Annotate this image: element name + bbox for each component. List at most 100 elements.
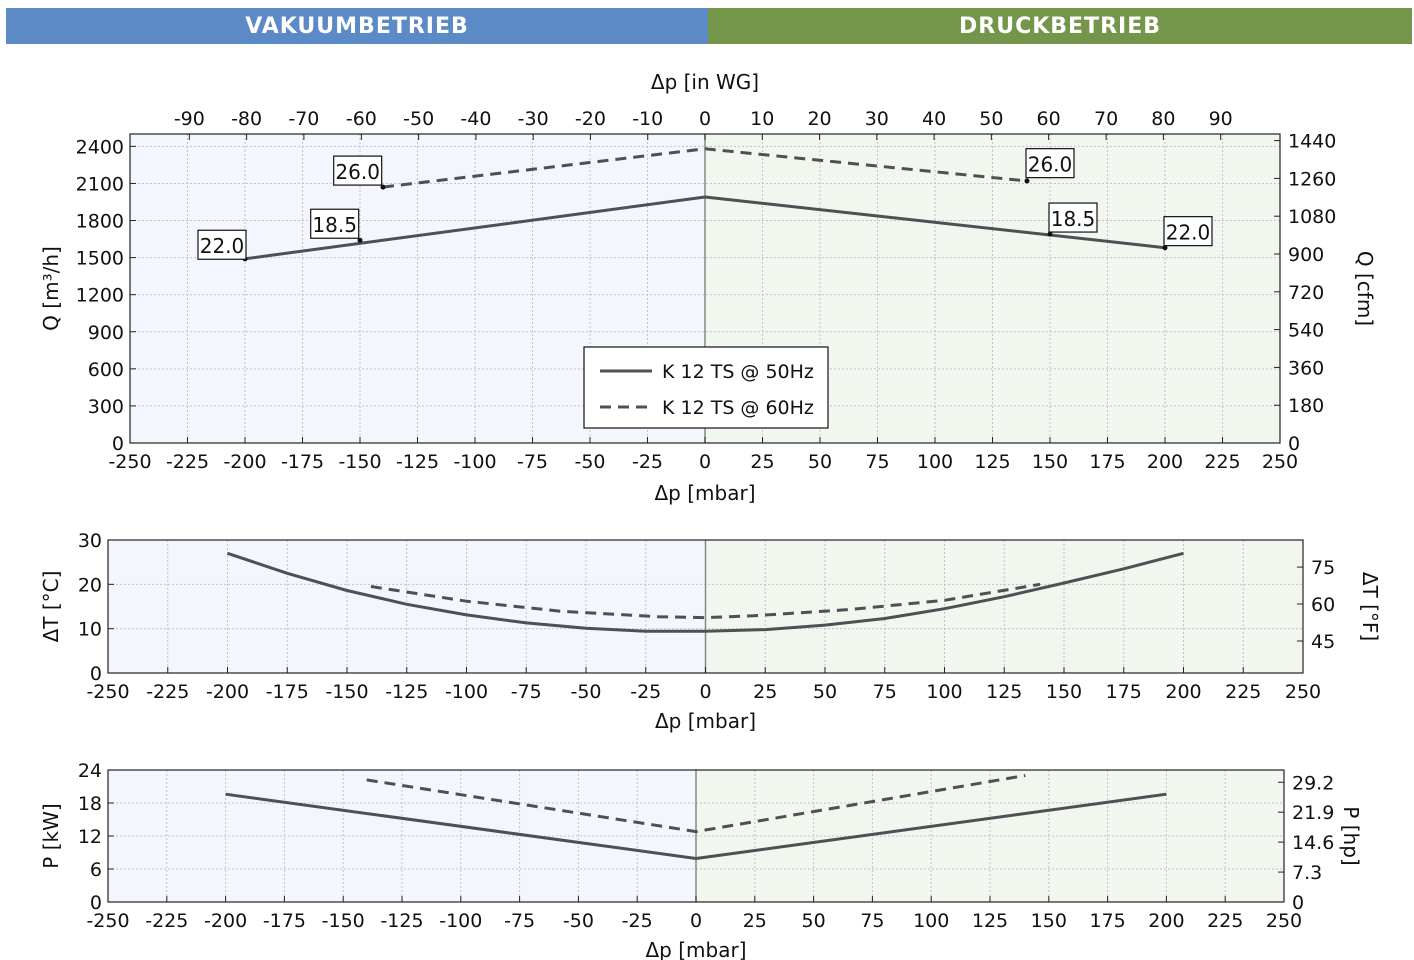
y-tick-label: 600 xyxy=(88,359,124,381)
y-right-tick-label: 1440 xyxy=(1288,131,1336,153)
x-tick-label: -175 xyxy=(266,681,309,703)
x-top-tick-label: 50 xyxy=(979,108,1003,130)
x-tick-label: 175 xyxy=(1089,910,1125,932)
x-top-tick-label: -40 xyxy=(460,108,491,130)
x-top-tick-label: -90 xyxy=(174,108,205,130)
x-tick-label: -75 xyxy=(511,681,542,703)
x-axis-label: Δp [mbar] xyxy=(655,709,756,733)
x-tick-label: -175 xyxy=(263,910,306,932)
x-tick-label: -25 xyxy=(622,910,653,932)
x-top-axis-label: Δp [in WG] xyxy=(651,70,759,94)
y-tick-label: 0 xyxy=(112,433,124,455)
flow-chart: -250 -225 -200 -175 -150 -125 -100 -75 -50 -25 0 25… xyxy=(39,70,1377,505)
x-top-tick-label: 80 xyxy=(1151,108,1175,130)
series-50hz-line xyxy=(227,551,1184,633)
x-tick-label: -50 xyxy=(563,910,594,932)
x-tick-label: 75 xyxy=(865,451,889,473)
x-tick-label: -100 xyxy=(453,451,496,473)
y-right-tick-label: 7.3 xyxy=(1292,862,1322,884)
x-tick-label: 175 xyxy=(1089,451,1125,473)
x-tick-label: 150 xyxy=(1032,451,1068,473)
x-tick-label: 150 xyxy=(1046,681,1082,703)
x-tick-label: 125 xyxy=(974,451,1010,473)
x-top-tick-label: 30 xyxy=(865,108,889,130)
x-tick-label: 25 xyxy=(743,910,767,932)
y-right-tick-label: 75 xyxy=(1311,557,1335,579)
x-tick-label: -125 xyxy=(385,681,428,703)
x-tick-label: -175 xyxy=(281,451,324,473)
x-tick-label: 225 xyxy=(1204,451,1240,473)
y-tick-label: 18 xyxy=(78,793,102,815)
y-right-axis-label: P [hp] xyxy=(1339,806,1363,865)
y-tick-label: 20 xyxy=(78,574,102,596)
x-top-tick-label: 0 xyxy=(699,108,711,130)
x-tick-label: 100 xyxy=(913,910,949,932)
y-tick-label: 30 xyxy=(78,530,102,552)
x-tick-label: 250 xyxy=(1266,910,1302,932)
x-tick-label: -200 xyxy=(223,451,266,473)
y-tick-label: 1800 xyxy=(76,211,124,233)
x-tick-label: 200 xyxy=(1147,451,1183,473)
x-tick-label: -125 xyxy=(380,910,423,932)
x-top-tick-label: -30 xyxy=(518,108,549,130)
x-tick-label: 100 xyxy=(926,681,962,703)
annotation-label: 26.0 xyxy=(335,160,380,184)
y-tick-label: 12 xyxy=(78,826,102,848)
annotation-box xyxy=(333,155,383,186)
x-top-tick-label: -80 xyxy=(231,108,262,130)
y-tick-label: 300 xyxy=(88,396,124,418)
y-right-tick-label: 14.6 xyxy=(1292,832,1334,854)
x-top-tick-label: -60 xyxy=(346,108,377,130)
x-tick-label: -150 xyxy=(338,451,381,473)
x-tick-label: 175 xyxy=(1106,681,1142,703)
x-tick-label: -75 xyxy=(504,910,535,932)
x-tick-label: -250 xyxy=(108,451,151,473)
y-right-tick-label: 45 xyxy=(1311,631,1335,653)
x-tick-label: -50 xyxy=(570,681,601,703)
pressure-region xyxy=(705,540,1303,673)
x-tick-label: -50 xyxy=(574,451,605,473)
annotation-point xyxy=(1162,245,1168,251)
annotation-label: 22.0 xyxy=(200,234,245,258)
x-axis-label: Δp [mbar] xyxy=(655,481,756,505)
x-tick-label: 0 xyxy=(699,451,711,473)
y-tick-label: 10 xyxy=(78,619,102,641)
x-tick-label: 50 xyxy=(808,451,832,473)
y-right-tick-label: 0 xyxy=(1288,433,1300,455)
annotation-label: 18.5 xyxy=(1051,207,1096,231)
x-tick-label: -25 xyxy=(632,451,663,473)
x-tick-label: -75 xyxy=(517,451,548,473)
x-tick-label: 100 xyxy=(917,451,953,473)
y-right-tick-label: 1260 xyxy=(1288,168,1336,190)
x-tick-label: 0 xyxy=(690,910,702,932)
vacuum-region xyxy=(108,540,706,673)
x-top-tick-label: 70 xyxy=(1094,108,1118,130)
x-tick-label: -200 xyxy=(204,910,247,932)
annotation-label: 18.5 xyxy=(312,213,357,237)
x-tick-label: 200 xyxy=(1165,681,1201,703)
series-50hz-line xyxy=(225,792,1167,860)
y-axis-label: Q [m³/h] xyxy=(39,246,63,331)
x-tick-label: 75 xyxy=(873,681,897,703)
x-top-tick-label: -20 xyxy=(575,108,606,130)
x-tick-label: 50 xyxy=(802,910,826,932)
x-tick-label: 25 xyxy=(750,451,774,473)
y-axis-label: P [kW] xyxy=(39,803,63,868)
x-tick-label: -225 xyxy=(166,451,209,473)
x-tick-label: 125 xyxy=(986,681,1022,703)
pressure-mode-banner: DRUCKBETRIEB xyxy=(708,8,1412,44)
annotation-point xyxy=(1047,231,1053,237)
x-top-tick-label: 60 xyxy=(1037,108,1061,130)
annotation-label: 22.0 xyxy=(1166,221,1211,245)
y-right-tick-label: 0 xyxy=(1292,892,1304,914)
series-50hz-line xyxy=(244,195,1166,261)
x-axis-label: Δp [mbar] xyxy=(646,938,747,960)
x-tick-label: 25 xyxy=(753,681,777,703)
x-top-tick-label: 20 xyxy=(807,108,831,130)
x-tick-label: 150 xyxy=(1031,910,1067,932)
x-tick-label: -200 xyxy=(206,681,249,703)
annotation-label: 26.0 xyxy=(1028,153,1073,177)
y-tick-label: 1200 xyxy=(76,285,124,307)
x-tick-label: 225 xyxy=(1225,681,1261,703)
y-axis-label: ΔT [°C] xyxy=(39,571,63,643)
